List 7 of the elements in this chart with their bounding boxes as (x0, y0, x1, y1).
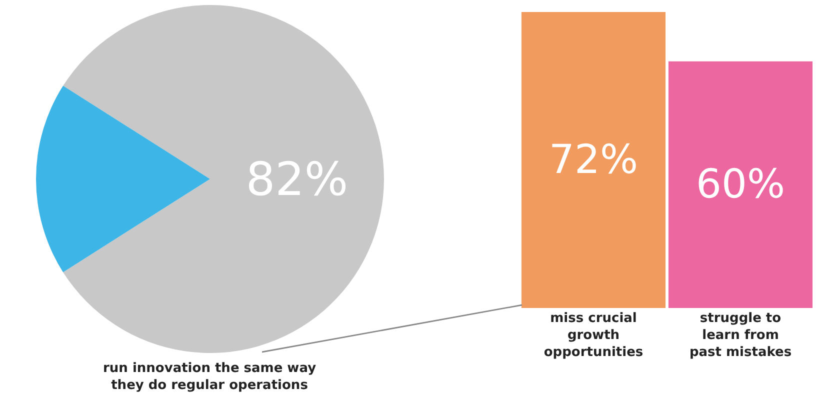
data-label: 72% (549, 137, 638, 183)
x-tick-label: miss crucial growth opportunities (544, 311, 644, 360)
x-tick-label: struggle to learn from past mistakes (689, 311, 792, 360)
pie-slice (63, 5, 384, 353)
slice-label: run innovation the same way they do regular operations (103, 361, 317, 393)
pie-slice (36, 86, 210, 272)
data-label: 60% (696, 162, 785, 208)
